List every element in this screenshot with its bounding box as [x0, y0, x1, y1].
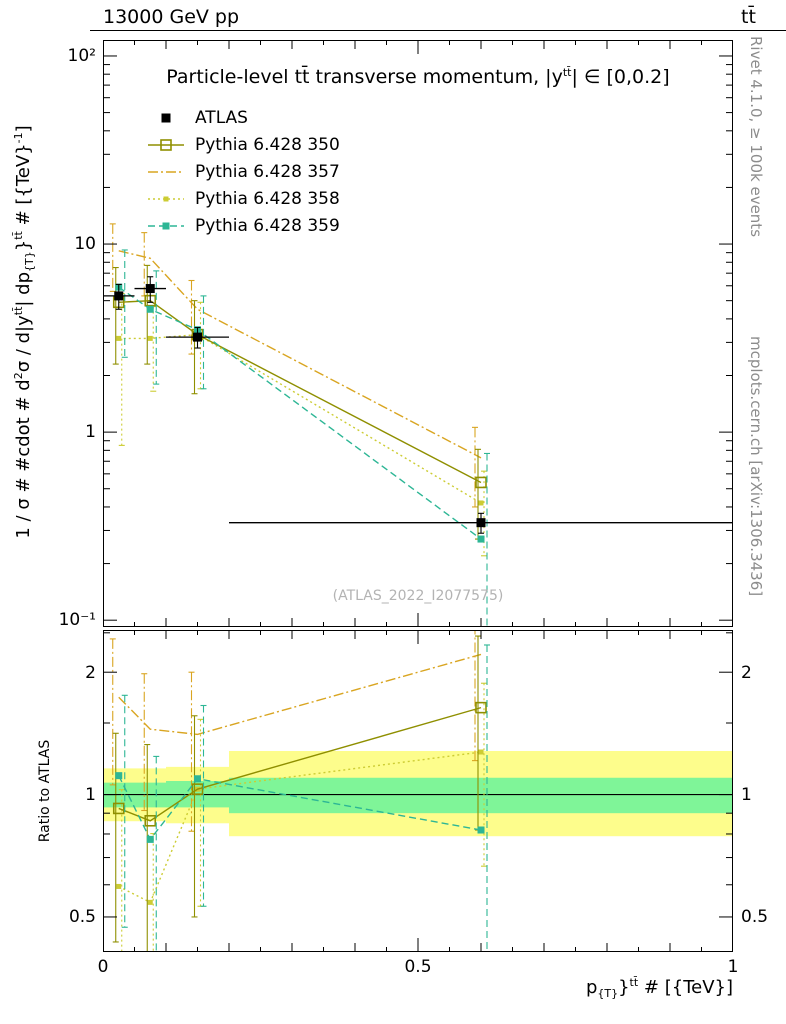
rivet-version-note: Rivet 4.1.0, ≥ 100k events — [747, 36, 765, 238]
ratio-ytick-right-2: 2 — [741, 663, 752, 683]
plot-title-superscript: tt̄ — [562, 66, 572, 79]
y-label-sup-inv: -1 — [12, 132, 25, 144]
plot-title-text-end: | ∈ [0,0.2] — [571, 66, 670, 88]
legend-item-pythia-357: Pythia 6.428 357 — [146, 158, 340, 185]
xtick-05: 0.5 — [404, 957, 432, 977]
y-label-text: 1 / σ # #cdot # d — [13, 379, 34, 539]
plot-title-text: Particle-level tt̄ transverse momentum, … — [166, 66, 563, 88]
pythia-359-marker-icon — [148, 222, 184, 229]
legend-item-pythia-358: Pythia 6.428 358 — [146, 185, 340, 212]
legend-label-pythia-350: Pythia 6.428 350 — [195, 134, 340, 155]
ratio-plot-canvas — [103, 630, 733, 952]
legend-label-atlas: ATLAS — [195, 107, 248, 128]
y-label-sup-tt2: tt̄ — [12, 231, 25, 240]
xtick-0: 0 — [97, 957, 109, 977]
legend-label-pythia-358: Pythia 6.428 358 — [195, 188, 340, 209]
pythia-357-marker-icon — [148, 170, 184, 173]
main-ytick-100: 10² — [67, 46, 96, 66]
ratio-ytick-left-1: 1 — [85, 785, 96, 805]
atlas-marker-icon — [161, 113, 171, 122]
main-ytick-01: 10⁻¹ — [58, 610, 96, 630]
legend-label-pythia-357: Pythia 6.428 357 — [195, 161, 340, 182]
ratio-ytick-left-05: 0.5 — [68, 907, 96, 927]
pythia-358-marker-icon — [148, 196, 184, 201]
y-label-text3: | dp — [13, 271, 34, 307]
ratio-ytick-left-2: 2 — [85, 663, 96, 683]
pythia-350-marker-icon — [148, 138, 184, 151]
y-label-sup-2: 2 — [12, 372, 25, 380]
x-label-text2: } — [618, 977, 630, 998]
x-label-text: p — [585, 977, 598, 998]
main-ytick-10: 10 — [74, 234, 96, 254]
mcplots-reference-note: mcplots.cern.ch [arXiv:1306.3436] — [747, 336, 765, 597]
legend-item-atlas: ATLAS — [146, 104, 340, 131]
y-label-text2: σ / d|y — [13, 315, 34, 373]
y-label-text6: ] — [13, 125, 34, 133]
y-label-sub-T: {T} — [23, 251, 36, 272]
legend-item-pythia-350: Pythia 6.428 350 — [146, 131, 340, 158]
x-axis-label: p{T}}tt̄ # [{TeV}] — [586, 976, 733, 1000]
x-label-sup-tt: tt̄ — [629, 976, 639, 989]
process-label: tt̄ — [741, 6, 756, 28]
analysis-id-watermark: (ATLAS_2022_I2077575) — [332, 588, 504, 604]
beam-energy-label: 13000 GeV pp — [103, 6, 240, 28]
xtick-1: 1 — [727, 957, 739, 977]
x-label-text3: # [{TeV}] — [638, 977, 733, 998]
y-label-text5: # [{TeV} — [13, 143, 34, 232]
legend-item-pythia-359: Pythia 6.428 359 — [146, 212, 340, 239]
main-plot-canvas — [103, 40, 733, 627]
y-label-sup-tt: tt̄ — [12, 306, 25, 316]
x-label-sub-T: {T} — [597, 987, 619, 1000]
main-ytick-1: 1 — [85, 422, 96, 442]
ratio-y-axis-label: Ratio to ATLAS — [37, 739, 53, 843]
header-rule — [90, 30, 786, 31]
ratio-ytick-right-05: 0.5 — [741, 907, 769, 927]
legend: ATLAS Pythia 6.428 350 Pythia 6.428 357 … — [146, 104, 340, 239]
y-label-text4: } — [13, 239, 34, 252]
legend-label-pythia-359: Pythia 6.428 359 — [195, 215, 340, 236]
ratio-ytick-right-1: 1 — [741, 785, 752, 805]
main-y-axis-label: 1 / σ # #cdot # d2σ / d|ytt̄| dp{T}}tt̄ … — [12, 125, 36, 538]
plot-title: Particle-level tt̄ transverse momentum, … — [103, 66, 733, 88]
